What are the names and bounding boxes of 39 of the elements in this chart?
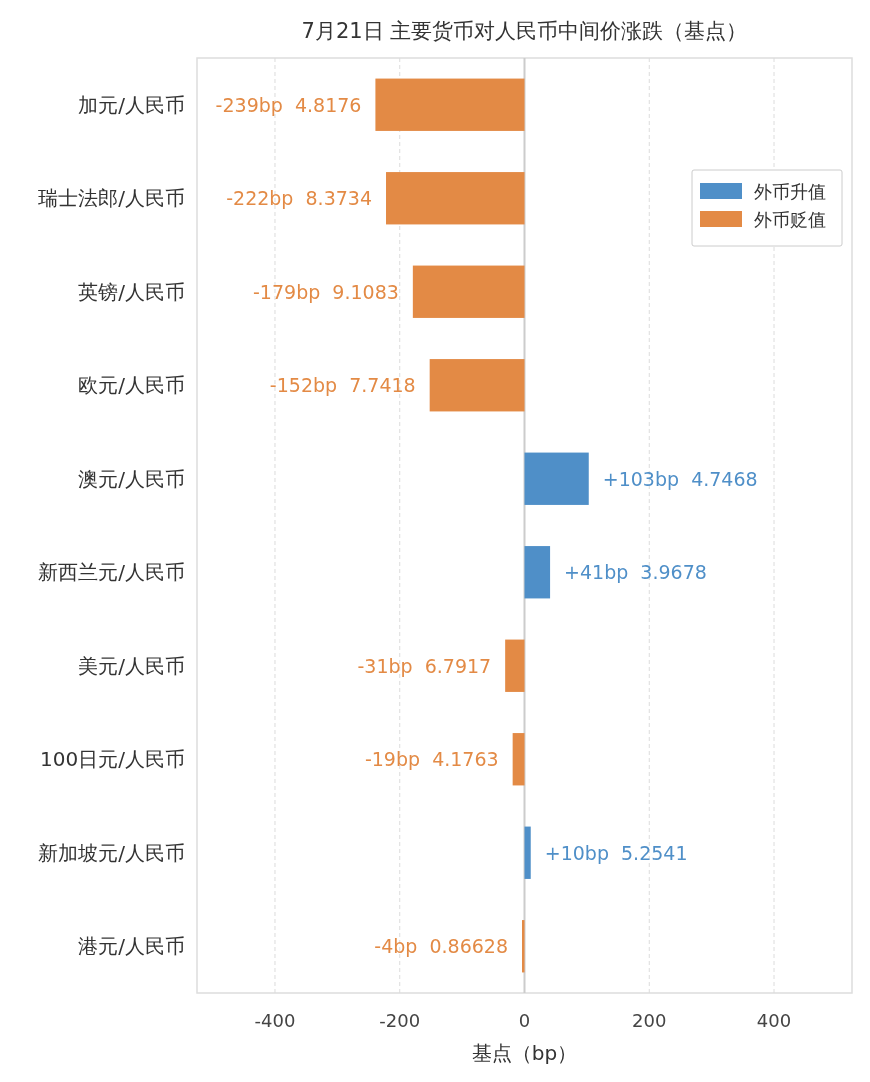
bar bbox=[524, 546, 551, 599]
y-tick-label: 100日元/人民币 bbox=[40, 747, 185, 772]
bar bbox=[429, 359, 525, 412]
data-label: -239bp 4.8176 bbox=[215, 93, 362, 116]
bar bbox=[524, 826, 531, 879]
bar bbox=[512, 733, 525, 786]
legend-label: 外币贬值 bbox=[754, 209, 826, 230]
y-tick-label: 加元/人民币 bbox=[78, 92, 185, 117]
x-axis-title: 基点（bp） bbox=[471, 1041, 578, 1065]
bar bbox=[505, 639, 525, 692]
bar bbox=[524, 452, 589, 505]
y-tick-label: 新西兰元/人民币 bbox=[38, 560, 185, 585]
y-tick-label: 瑞士法郎/人民币 bbox=[38, 186, 185, 211]
data-label: -4bp 0.86628 bbox=[374, 935, 508, 958]
bar bbox=[386, 172, 525, 225]
y-tick-label: 澳元/人民币 bbox=[78, 466, 185, 491]
x-tick-label: 200 bbox=[632, 1010, 667, 1031]
data-label: +103bp 4.7468 bbox=[602, 467, 758, 490]
y-tick-label: 美元/人民币 bbox=[78, 653, 185, 678]
bar bbox=[412, 265, 525, 318]
chart-title: 7月21日 主要货币对人民币中间价涨跌（基点） bbox=[301, 19, 748, 43]
bar bbox=[375, 78, 525, 131]
y-tick-label: 欧元/人民币 bbox=[78, 373, 185, 398]
x-tick-label: 400 bbox=[756, 1010, 792, 1031]
y-tick-label: 英镑/人民币 bbox=[78, 279, 185, 304]
bar bbox=[522, 920, 525, 973]
data-label: -222bp 8.3734 bbox=[226, 187, 373, 210]
x-tick-label: -200 bbox=[379, 1010, 421, 1031]
legend-label: 外币升值 bbox=[754, 181, 826, 202]
x-tick-label: 0 bbox=[518, 1010, 531, 1031]
data-label: -179bp 9.1083 bbox=[253, 280, 399, 303]
data-label: +10bp 5.2541 bbox=[544, 841, 688, 864]
x-tick-label: -400 bbox=[254, 1010, 296, 1031]
data-label: -152bp 7.7418 bbox=[269, 374, 416, 397]
data-label: -31bp 6.7917 bbox=[357, 654, 492, 677]
data-label: -19bp 4.1763 bbox=[364, 748, 499, 771]
y-tick-label: 新加坡元/人民币 bbox=[38, 840, 185, 865]
data-label: +41bp 3.9678 bbox=[564, 561, 707, 584]
y-tick-label: 港元/人民币 bbox=[78, 934, 185, 959]
